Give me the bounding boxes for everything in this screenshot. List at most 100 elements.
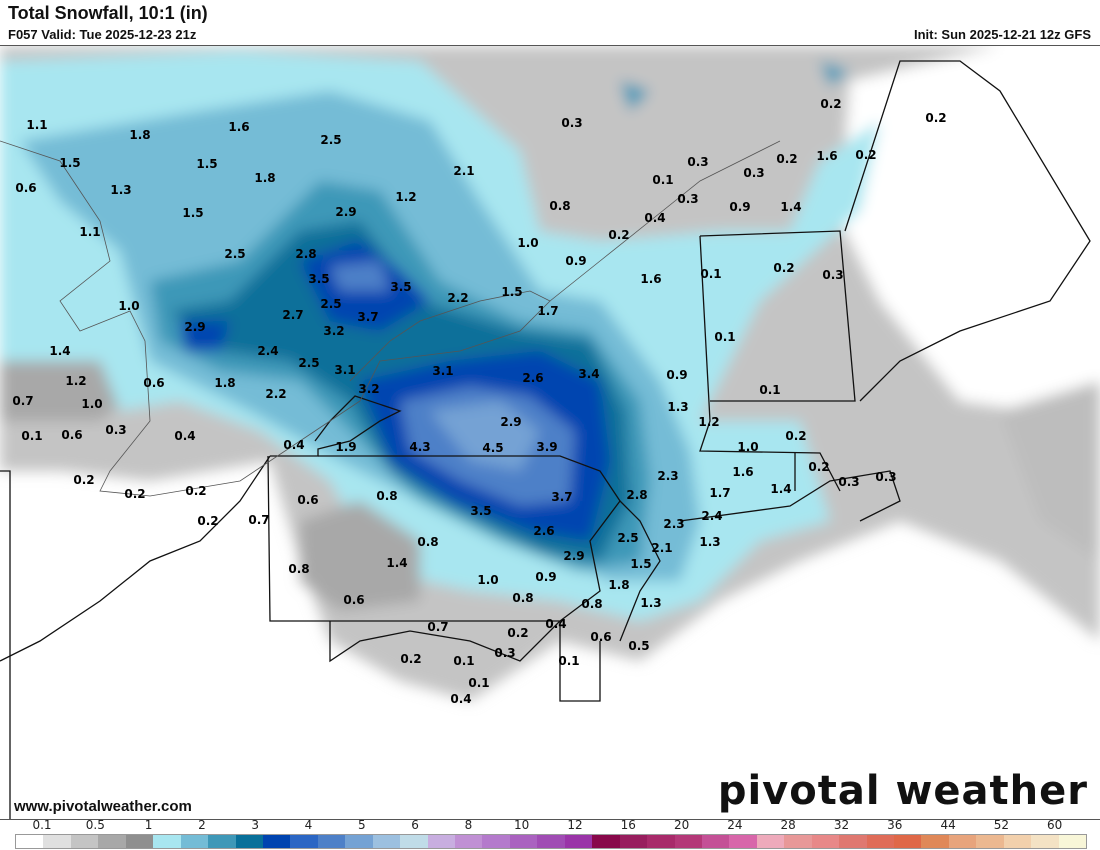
snowfall-value-label: 0.9 <box>565 254 586 268</box>
snowfall-value-label: 0.1 <box>453 654 474 668</box>
colorbar-swatch <box>290 835 318 848</box>
snowfall-value-label: 0.3 <box>687 155 708 169</box>
colorbar-tick-label: 2 <box>198 818 206 832</box>
snowfall-value-label: 0.2 <box>507 626 528 640</box>
colorbar-swatch <box>70 835 99 848</box>
snowfall-value-label: 1.5 <box>59 156 80 170</box>
colorbar-swatch <box>674 835 702 848</box>
colorbar-swatch <box>647 835 675 848</box>
snowfall-value-label: 1.6 <box>640 272 661 286</box>
snowfall-value-label: 1.3 <box>699 535 720 549</box>
colorbar-tick-label: 6 <box>411 818 419 832</box>
snowfall-value-label: 1.7 <box>537 304 558 318</box>
snowfall-value-label: 1.6 <box>816 149 837 163</box>
snowfall-value-label: 3.2 <box>358 382 379 396</box>
snowfall-value-label: 0.3 <box>743 166 764 180</box>
snowfall-value-label: 3.7 <box>551 490 572 504</box>
snowfall-value-label: 0.8 <box>288 562 309 576</box>
colorbar-tick-label: 1 <box>144 818 153 832</box>
colorbar-swatch <box>262 835 291 848</box>
snowfall-value-label: 0.2 <box>608 228 629 242</box>
snowfall-value-label: 1.2 <box>395 190 416 204</box>
colorbar-tick-label: 0.5 <box>85 818 105 832</box>
colorbar-swatch <box>180 835 209 848</box>
snowfall-value-label: 0.6 <box>61 428 82 442</box>
colorbar-swatch <box>537 835 565 848</box>
snowfall-value-label: 1.8 <box>129 128 150 142</box>
colorbar-swatch <box>976 835 1004 848</box>
snowfall-value-label: 0.1 <box>468 676 489 690</box>
colorbar-swatch <box>1031 835 1059 848</box>
colorbar-tick-label: 20 <box>673 818 690 832</box>
snowfall-value-label: 0.2 <box>73 473 94 487</box>
snowfall-value-label: 3.5 <box>390 280 411 294</box>
snowfall-value-label: 1.5 <box>630 557 651 571</box>
snowfall-value-label: 0.3 <box>875 470 896 484</box>
snowfall-value-label: 0.6 <box>297 493 318 507</box>
colorbar-swatch <box>372 835 401 848</box>
snowfall-value-label: 1.8 <box>214 376 235 390</box>
colorbar-swatch <box>1058 835 1087 848</box>
snowfall-value-label: 1.5 <box>182 206 203 220</box>
colorbar-tick-label: 36 <box>887 818 903 832</box>
snowfall-value-label: 1.2 <box>65 374 86 388</box>
snowfall-value-label: 0.3 <box>822 268 843 282</box>
snowfall-value-label: 3.1 <box>334 363 355 377</box>
colorbar-swatch <box>235 835 263 848</box>
snowfall-value-label: 0.7 <box>427 620 448 634</box>
colorbar-swatch <box>317 835 346 848</box>
snowfall-value-label: 1.3 <box>110 183 131 197</box>
snowfall-value-label: 0.6 <box>590 630 611 644</box>
colorbar-legend <box>15 834 1087 849</box>
snowfall-value-label: 0.3 <box>677 192 698 206</box>
snowfall-value-label: 1.0 <box>517 236 538 250</box>
snowfall-value-label: 0.4 <box>174 429 195 443</box>
snowfall-value-label: 2.5 <box>298 356 319 370</box>
colorbar-tick-label: 10 <box>514 818 530 832</box>
snowfall-value-label: 2.9 <box>500 415 521 429</box>
snowfall-value-label: 0.7 <box>248 513 269 527</box>
snowfall-value-label: 1.9 <box>335 440 356 454</box>
snowfall-value-label: 2.8 <box>626 488 647 502</box>
snowfall-value-label: 2.8 <box>295 247 316 261</box>
snowfall-value-label: 0.2 <box>197 514 218 528</box>
colorbar-swatch <box>921 835 949 848</box>
snowfall-value-label: 1.5 <box>501 285 522 299</box>
snowfall-value-label: 3.7 <box>357 310 378 324</box>
snowfall-value-label: 1.4 <box>386 556 407 570</box>
colorbar-tick-label: 0.1 <box>32 818 52 832</box>
snowfall-value-label: 2.5 <box>320 297 341 311</box>
colorbar-swatch <box>43 835 71 848</box>
snowfall-value-label: 2.1 <box>651 541 672 555</box>
snowfall-value-label: 2.7 <box>282 308 303 322</box>
snowfall-value-label: 4.5 <box>482 441 503 455</box>
snowfall-value-label: 2.5 <box>617 531 638 545</box>
snowfall-value-label: 1.3 <box>667 400 688 414</box>
snowfall-value-label: 1.4 <box>49 344 70 358</box>
snowfall-value-label: 0.8 <box>549 199 570 213</box>
snowfall-value-label: 3.1 <box>432 364 453 378</box>
snowfall-value-label: 0.9 <box>729 200 750 214</box>
snowfall-value-label: 0.1 <box>558 654 579 668</box>
snowfall-value-label: 1.8 <box>254 171 275 185</box>
snowfall-map: 1.11.81.62.50.30.20.21.5 1.5 2.10.3 0.2 1.6 0… <box>0 45 1100 820</box>
colorbar-tick-label: 3 <box>251 818 260 832</box>
colorbar-swatch <box>866 835 894 848</box>
colorbar-tick-label: 5 <box>357 818 366 832</box>
colorbar-tick-label: 32 <box>833 818 850 832</box>
colorbar-swatch <box>894 835 922 848</box>
colorbar-tick-label: 28 <box>780 818 796 832</box>
website-link[interactable]: www.pivotalweather.com <box>14 798 192 815</box>
snowfall-value-label: 1.1 <box>26 118 47 132</box>
colorbar-tick-label: 8 <box>464 818 473 832</box>
snowfall-value-label: 1.0 <box>477 573 498 587</box>
snowfall-value-label: 2.9 <box>184 320 205 334</box>
snowfall-shading <box>0 46 1100 701</box>
great-lakes-shoreline <box>0 140 781 497</box>
colorbar-swatch <box>564 835 593 848</box>
snowfall-value-label: 0.2 <box>820 97 841 111</box>
colorbar-tick-label: 44 <box>940 818 956 832</box>
snowfall-value-label: 0.9 <box>666 368 687 382</box>
colorbar-swatch <box>98 835 126 848</box>
colorbar-swatch <box>784 835 812 848</box>
